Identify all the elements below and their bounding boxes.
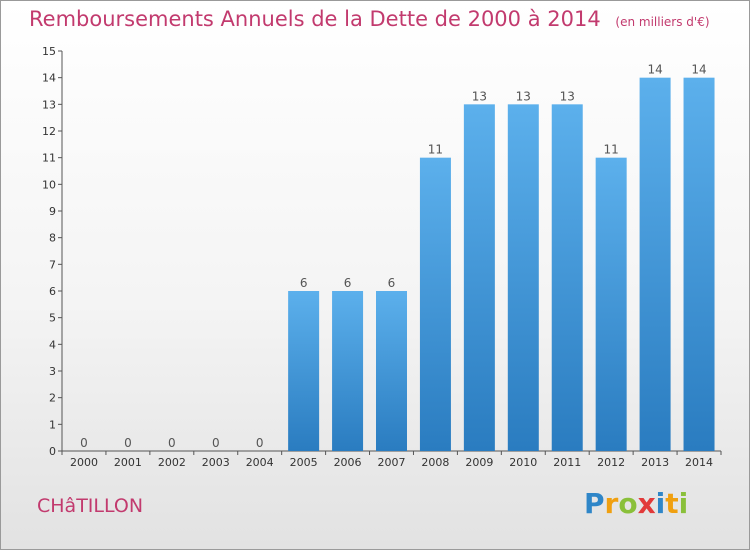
y-tick-label: 12 — [42, 125, 56, 138]
logo-letter: t — [665, 487, 679, 520]
bar — [288, 291, 320, 451]
y-tick-label: 13 — [42, 98, 56, 111]
y-tick-label: 7 — [49, 258, 56, 271]
bar — [332, 291, 364, 451]
x-tick-label: 2008 — [421, 456, 449, 469]
x-tick-label: 2005 — [290, 456, 318, 469]
data-label: 14 — [691, 63, 706, 77]
data-label: 13 — [560, 89, 575, 103]
x-tick-label: 2014 — [685, 456, 713, 469]
bar — [551, 104, 583, 451]
y-tick-label: 14 — [42, 72, 56, 85]
logo-letter: i — [678, 487, 689, 520]
data-label: 0 — [124, 436, 132, 450]
x-tick-label: 2003 — [202, 456, 230, 469]
data-label: 6 — [344, 276, 352, 290]
x-tick-label: 2001 — [114, 456, 142, 469]
x-tick-label: 2011 — [553, 456, 581, 469]
data-label: 6 — [388, 276, 396, 290]
bar — [419, 157, 451, 451]
x-tick-label: 2006 — [334, 456, 362, 469]
logo-letter: P — [584, 487, 605, 520]
logo-letter: r — [604, 487, 619, 520]
data-label: 6 — [300, 276, 308, 290]
y-tick-label: 15 — [42, 45, 56, 58]
y-tick-label: 5 — [49, 312, 56, 325]
y-tick-label: 0 — [49, 445, 56, 458]
chart-unit: (en milliers d'€) — [615, 15, 710, 29]
logo-letter: o — [618, 487, 638, 520]
y-tick-label: 8 — [49, 232, 56, 245]
city-name: CHâTILLON — [37, 495, 144, 517]
y-tick-label: 4 — [49, 338, 56, 351]
logo-letter: x — [637, 487, 656, 520]
data-label: 0 — [212, 436, 220, 450]
x-tick-label: 2012 — [597, 456, 625, 469]
y-tick-label: 10 — [42, 178, 56, 191]
data-label: 0 — [256, 436, 264, 450]
data-label: 13 — [472, 89, 487, 103]
y-tick-label: 9 — [49, 205, 56, 218]
y-tick-label: 6 — [49, 285, 56, 298]
data-label: 11 — [604, 143, 619, 157]
x-tick-label: 2004 — [246, 456, 274, 469]
x-tick-label: 2009 — [465, 456, 493, 469]
chart-title: Remboursements Annuels de la Dette de 20… — [29, 7, 710, 31]
proxiti-logo: Proxiti — [584, 487, 688, 520]
data-label: 11 — [428, 143, 443, 157]
x-tick-label: 2000 — [70, 456, 98, 469]
y-tick-label: 3 — [49, 365, 56, 378]
bar — [463, 104, 495, 451]
y-tick-label: 1 — [49, 418, 56, 431]
x-tick-label: 2002 — [158, 456, 186, 469]
logo-letter: i — [655, 487, 666, 520]
x-tick-label: 2013 — [641, 456, 669, 469]
bar — [376, 291, 407, 451]
bar — [639, 77, 671, 452]
y-tick-label: 11 — [42, 152, 56, 165]
data-label: 14 — [647, 63, 662, 77]
chart-title-text: Remboursements Annuels de la Dette de 20… — [29, 7, 601, 31]
data-label: 0 — [168, 436, 176, 450]
bar — [683, 77, 715, 452]
bar — [507, 104, 539, 451]
data-label: 13 — [516, 89, 531, 103]
chart-bars: 0 0 0 0 0 6 6 6 11 13 13 13 11 14 14 — [80, 63, 715, 452]
bar — [595, 157, 627, 451]
x-tick-label: 2010 — [509, 456, 537, 469]
y-tick-label: 2 — [49, 392, 56, 405]
x-tick-label: 2007 — [378, 456, 406, 469]
data-label: 0 — [80, 436, 88, 450]
